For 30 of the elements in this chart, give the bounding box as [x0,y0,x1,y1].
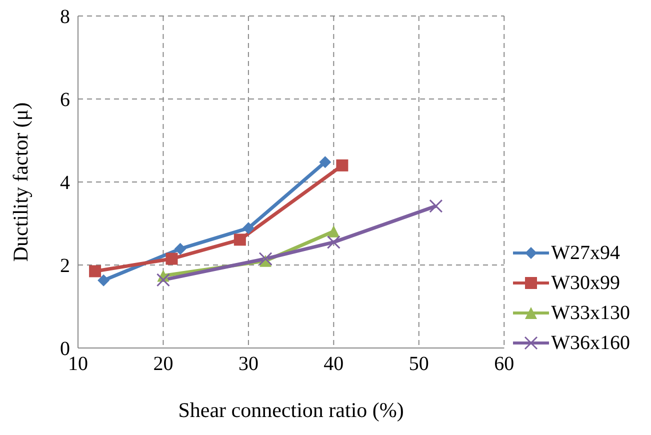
point [156,273,170,287]
legend-label: W33x130 [551,302,630,324]
y-tick-label: 8 [60,6,70,28]
x-tick-label: 50 [408,353,429,376]
y-tick-label: 0 [60,338,70,360]
point [98,274,110,286]
point [336,159,348,172]
point [89,265,102,278]
legend-label: W30x99 [551,272,620,294]
point [326,235,340,249]
point [258,252,272,266]
point [242,222,254,234]
x-tick-label: 60 [494,353,514,376]
x-tick-label: 20 [153,353,174,376]
y-tick-label: 2 [60,255,70,278]
x-tick-label: 40 [324,353,344,376]
x-tick-label: 10 [68,353,88,376]
y-axis-title: Ductility factor (μ) [8,102,32,262]
point [166,252,178,265]
y-tick-label: 6 [60,89,70,112]
point [234,234,246,246]
point [429,199,443,213]
point [328,225,340,238]
x-axis-title: Shear connection ratio (%) [178,398,404,422]
y-tick-label: 4 [60,172,70,194]
legend-label: W27x94 [551,242,620,264]
legend-label: W36x160 [551,332,630,354]
x-tick-label: 30 [238,353,258,376]
point [319,156,332,168]
point [174,242,186,255]
